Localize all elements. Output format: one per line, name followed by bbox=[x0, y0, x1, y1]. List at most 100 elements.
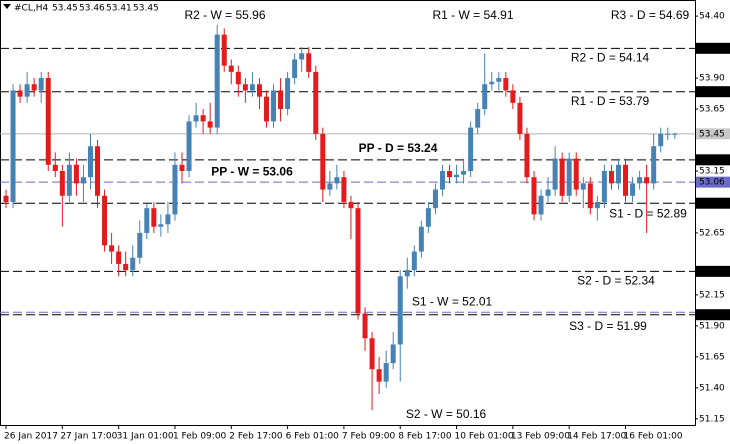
candle-body bbox=[559, 158, 565, 196]
candle-body bbox=[411, 251, 417, 271]
candle-body bbox=[52, 164, 58, 171]
candle-body bbox=[615, 164, 621, 184]
candle-body bbox=[256, 84, 262, 97]
price-box-label: 51.99 bbox=[699, 310, 725, 320]
header-low: 53.41 bbox=[106, 4, 132, 14]
price-box-label: 52.89 bbox=[699, 199, 725, 209]
candle-body bbox=[3, 195, 9, 202]
candle-body bbox=[207, 121, 213, 128]
level-label: R1 - D = 53.79 bbox=[571, 94, 650, 108]
candle-body bbox=[73, 164, 79, 184]
level-label: S1 - D = 52.89 bbox=[609, 206, 687, 220]
candle-body bbox=[580, 183, 586, 190]
candle-body bbox=[263, 96, 269, 122]
y-tick-label: 51.15 bbox=[699, 414, 725, 424]
header-open: 53.45 bbox=[52, 4, 78, 14]
candle-body bbox=[214, 34, 220, 128]
x-tick-label: 7 Feb 09:00 bbox=[342, 432, 396, 442]
candle-body bbox=[587, 183, 593, 209]
candle-body bbox=[200, 115, 206, 122]
candle-body bbox=[623, 164, 629, 196]
candle-body bbox=[59, 170, 65, 196]
y-tick-label: 53.90 bbox=[699, 74, 725, 84]
candle-body bbox=[249, 84, 255, 91]
candle-body bbox=[130, 257, 136, 271]
candle-body bbox=[630, 183, 636, 196]
y-tick-label: 53.65 bbox=[699, 105, 725, 115]
candle-body bbox=[573, 158, 579, 190]
candle-body bbox=[383, 363, 389, 382]
candle-body bbox=[503, 78, 509, 91]
level-label: S2 - D = 52.34 bbox=[577, 274, 655, 288]
price-box bbox=[696, 265, 730, 277]
candle-body bbox=[552, 158, 558, 190]
candle-body bbox=[285, 78, 291, 110]
candle-body bbox=[510, 90, 516, 103]
price-box bbox=[696, 42, 730, 54]
candle-body bbox=[102, 195, 108, 246]
candle-body bbox=[432, 189, 438, 209]
candle-body bbox=[235, 71, 241, 85]
candle-body bbox=[95, 146, 101, 196]
candle-body bbox=[313, 71, 319, 134]
candle-body bbox=[475, 109, 481, 128]
candle-body bbox=[355, 208, 361, 314]
y-tick-label: 51.65 bbox=[699, 352, 725, 362]
candle-body bbox=[672, 133, 678, 135]
candle-body bbox=[320, 133, 326, 190]
candle-body bbox=[594, 201, 600, 209]
candle-body bbox=[66, 164, 72, 196]
level-label: S3 - D = 51.99 bbox=[569, 319, 647, 333]
candle-body bbox=[404, 270, 410, 277]
x-tick-label: 31 Jan 01:00 bbox=[117, 432, 174, 442]
x-tick-label: 26 Jan 2017 bbox=[4, 432, 58, 442]
candle-body bbox=[566, 158, 572, 196]
candle-body bbox=[637, 177, 643, 184]
candle-body bbox=[45, 78, 51, 165]
candle-body bbox=[665, 133, 671, 135]
level-label: S2 - W = 50.16 bbox=[406, 407, 487, 421]
plot-frame bbox=[0, 0, 696, 426]
price-box bbox=[696, 128, 730, 140]
candle-body bbox=[644, 177, 650, 184]
y-tick-label: 51.90 bbox=[699, 321, 725, 331]
candle-body bbox=[165, 214, 171, 225]
candle-body bbox=[242, 84, 248, 91]
candle-body bbox=[137, 232, 143, 258]
candle-body bbox=[158, 224, 164, 227]
candle-body bbox=[10, 90, 16, 202]
header-high: 53.46 bbox=[79, 4, 105, 14]
price-box bbox=[696, 154, 730, 166]
level-label: PP - W = 53.06 bbox=[211, 164, 293, 178]
candle-body bbox=[658, 133, 664, 147]
price-box bbox=[696, 176, 730, 188]
price-box-label: 53.45 bbox=[699, 129, 725, 139]
candle-body bbox=[348, 201, 354, 209]
candle-body bbox=[397, 276, 403, 345]
y-tick-label: 51.40 bbox=[699, 383, 725, 393]
candle-body bbox=[292, 59, 298, 79]
candle-body bbox=[38, 78, 44, 91]
candle-body bbox=[425, 208, 431, 227]
header-close: 53.45 bbox=[133, 4, 159, 14]
x-tick-label: 2 Feb 17:00 bbox=[229, 432, 283, 442]
x-tick-label: 27 Jan 17:00 bbox=[60, 432, 117, 442]
price-box-label: 54.14 bbox=[699, 44, 725, 54]
candle-body bbox=[109, 245, 115, 252]
y-tick-label: 52.65 bbox=[699, 228, 725, 238]
x-tick-label: 6 Feb 01:00 bbox=[286, 432, 340, 442]
candle-body bbox=[17, 90, 23, 97]
candle-body bbox=[369, 338, 375, 370]
x-tick-label: 1 Feb 09:00 bbox=[173, 432, 227, 442]
candle-body bbox=[31, 84, 37, 91]
x-tick-label: 13 Feb 09:00 bbox=[511, 432, 570, 442]
candle-body bbox=[116, 251, 122, 264]
candle-body bbox=[461, 170, 467, 175]
candle-body bbox=[221, 34, 227, 66]
candle-body bbox=[271, 90, 277, 122]
price-box bbox=[696, 197, 730, 209]
x-tick-label: 16 Feb 01:00 bbox=[624, 432, 683, 442]
candle-body bbox=[390, 344, 396, 364]
candle-body bbox=[327, 183, 333, 190]
candle-body bbox=[454, 174, 460, 178]
